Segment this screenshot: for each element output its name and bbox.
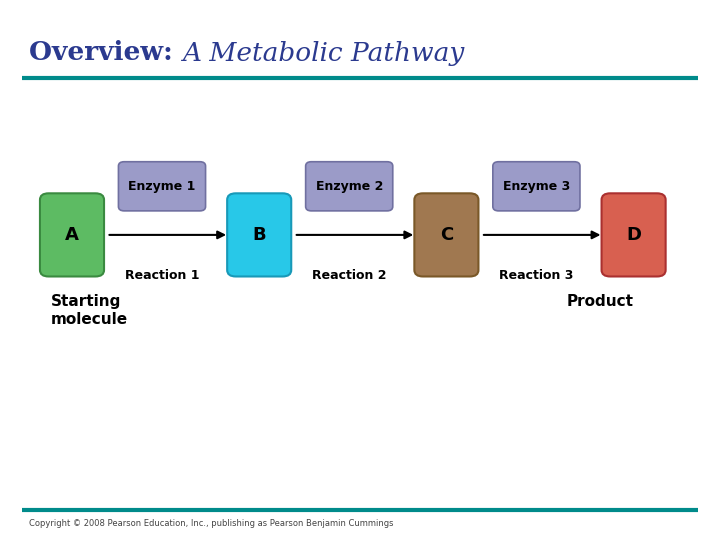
Text: Overview:: Overview: xyxy=(29,40,181,65)
FancyBboxPatch shape xyxy=(40,193,104,276)
Text: Product: Product xyxy=(567,294,634,309)
FancyBboxPatch shape xyxy=(119,162,206,211)
Text: Enzyme 2: Enzyme 2 xyxy=(315,180,383,193)
Text: B: B xyxy=(253,226,266,244)
Text: A: A xyxy=(65,226,79,244)
FancyBboxPatch shape xyxy=(602,193,665,276)
Text: Reaction 3: Reaction 3 xyxy=(499,269,574,282)
Text: Reaction 2: Reaction 2 xyxy=(312,269,387,282)
Text: Enzyme 1: Enzyme 1 xyxy=(128,180,196,193)
FancyBboxPatch shape xyxy=(415,193,478,276)
Text: Reaction 1: Reaction 1 xyxy=(125,269,199,282)
Text: Enzyme 3: Enzyme 3 xyxy=(503,180,570,193)
FancyBboxPatch shape xyxy=(492,162,580,211)
Text: D: D xyxy=(626,226,641,244)
Text: Starting
molecule: Starting molecule xyxy=(50,294,127,327)
FancyBboxPatch shape xyxy=(228,193,291,276)
FancyBboxPatch shape xyxy=(305,162,393,211)
Text: C: C xyxy=(440,226,453,244)
Text: Copyright © 2008 Pearson Education, Inc., publishing as Pearson Benjamin Cumming: Copyright © 2008 Pearson Education, Inc.… xyxy=(29,519,393,528)
Text: A Metabolic Pathway: A Metabolic Pathway xyxy=(181,40,464,65)
